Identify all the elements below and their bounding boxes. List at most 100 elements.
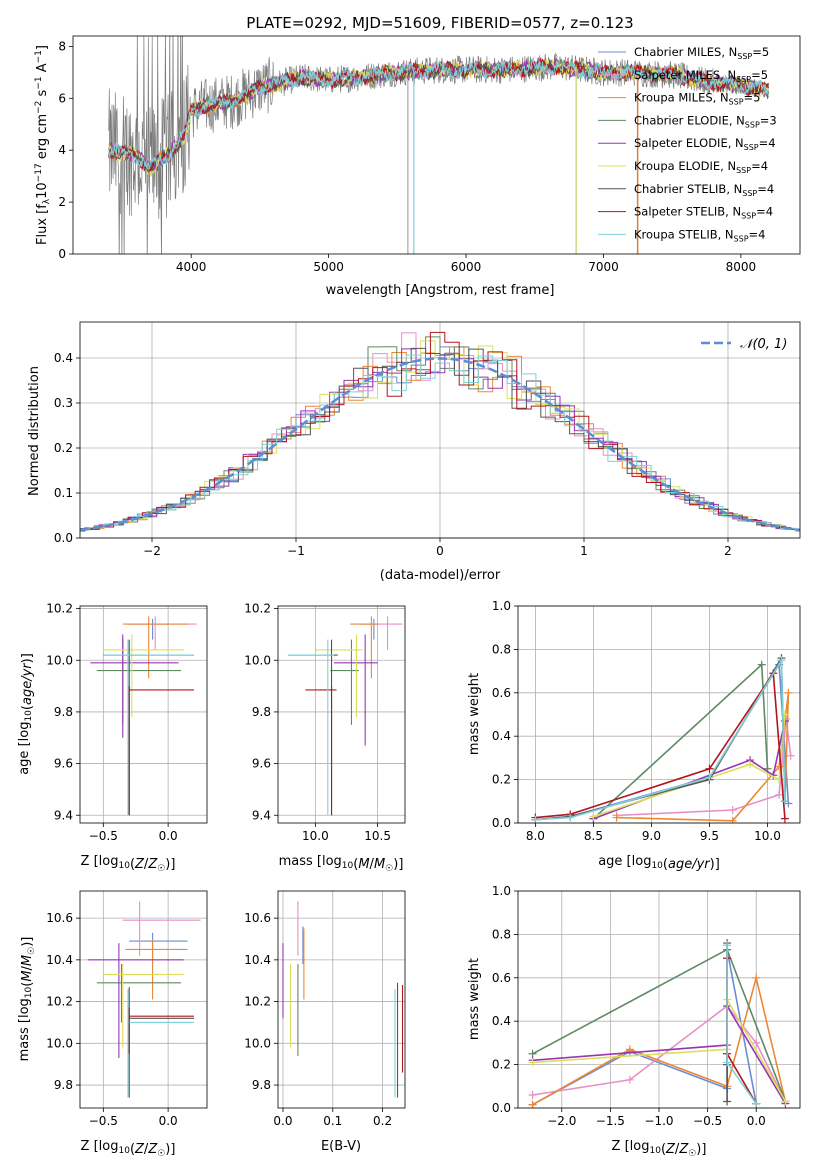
y-tick-label: 1.0 bbox=[492, 599, 511, 613]
x-tick-label: 9.0 bbox=[642, 829, 661, 843]
series-point bbox=[528, 1058, 537, 1067]
errorbar-kroupa-elodie bbox=[315, 634, 363, 718]
x-tick-label: −1.0 bbox=[644, 1114, 673, 1128]
axes-frame bbox=[79, 605, 208, 824]
y-axis-label: age [log10(age/yr)] bbox=[17, 653, 35, 775]
x-tick-label: 10.5 bbox=[364, 829, 391, 843]
x-tick-label: 1 bbox=[580, 544, 588, 558]
plot-area bbox=[531, 654, 795, 823]
legend-label: Kroupa ELODIE, NSSP=4 bbox=[634, 159, 768, 175]
errorbar-kroupa-miles bbox=[122, 616, 188, 679]
errorbar-salpeter-miles bbox=[122, 901, 201, 956]
errorbar-kroupa-elodie bbox=[103, 634, 184, 718]
y-tick-label: 0.2 bbox=[492, 1058, 511, 1072]
x-tick-label: 8000 bbox=[726, 260, 757, 274]
plot-area bbox=[90, 616, 197, 816]
errorbar-kroupa-miles bbox=[350, 616, 378, 679]
series-point bbox=[780, 797, 789, 806]
y-tick-label: 10.0 bbox=[244, 1036, 271, 1050]
panel-weight-vs-age: 8.0 8.5 9.0 9.5 10.0 0.0 0.2 0.4 0.6 0.8 1.0 bbox=[492, 599, 801, 843]
y-tick-label: 0 bbox=[58, 247, 66, 261]
panel-mass-vs-Z: −0.5 0.0 9.8 10.0 10.2 10.4 10.6 bbox=[46, 890, 208, 1128]
errorbar-chabrier-elodie bbox=[96, 964, 182, 1023]
series-point bbox=[746, 760, 755, 769]
x-tick-label: 7000 bbox=[588, 260, 619, 274]
series-point bbox=[531, 815, 540, 823]
x-axis-label: Z [log10(Z/Z☉)] bbox=[81, 1139, 176, 1159]
y-tick-label: 1.0 bbox=[492, 884, 511, 898]
x-tick-label: −1 bbox=[287, 544, 305, 558]
x-tick-label: 6000 bbox=[451, 260, 482, 274]
y-tick-label: 0.2 bbox=[492, 773, 511, 787]
y-axis-label: mass weight bbox=[467, 673, 482, 755]
x-tick-label: −0.5 bbox=[693, 1114, 722, 1128]
series-chabrier-miles bbox=[528, 945, 761, 1108]
data-spectrum-line bbox=[108, 36, 769, 254]
series-point bbox=[752, 1038, 761, 1047]
legend-label: Salpeter ELODIE, NSSP=4 bbox=[634, 136, 776, 152]
x-tick-label: 0.1 bbox=[323, 1114, 342, 1128]
x-tick-label: −0.5 bbox=[89, 829, 118, 843]
y-tick-label: 9.8 bbox=[252, 705, 271, 719]
x-axis-label: wavelength [Angstrom, rest frame] bbox=[326, 283, 555, 298]
histogram-salpeter-stelib bbox=[80, 331, 800, 532]
x-tick-label: 0.0 bbox=[747, 1114, 766, 1128]
axes-frame bbox=[79, 890, 208, 1109]
axes-frame bbox=[72, 35, 801, 255]
series-point bbox=[705, 764, 714, 773]
x-tick-label: 4000 bbox=[176, 260, 207, 274]
y-tick-label: 0.0 bbox=[492, 1101, 511, 1115]
x-tick-label: 9.5 bbox=[700, 829, 719, 843]
y-tick-label: 0.8 bbox=[492, 927, 511, 941]
errorbar-chabrier-stelib bbox=[287, 639, 338, 816]
series-point bbox=[566, 813, 575, 822]
panel-residuals: −2 −1 0 1 2 0.0 0.1 0.2 0.3 0.4 𝒩(0, 1) bbox=[54, 321, 801, 558]
plot-area bbox=[528, 939, 790, 1108]
x-axis-label: mass [log10(M/M☉)] bbox=[279, 854, 404, 874]
y-tick-label: 10.0 bbox=[46, 653, 73, 667]
legend-label: Salpeter STELIB, NSSP=4 bbox=[634, 205, 773, 221]
errorbar-chabrier-stelib bbox=[128, 986, 195, 1098]
model-line-chabrier-stelib bbox=[108, 59, 769, 174]
y-tick-label: 9.8 bbox=[252, 1078, 271, 1092]
series-point bbox=[775, 762, 784, 771]
y-tick-label: 6 bbox=[58, 91, 66, 105]
series-point bbox=[777, 656, 786, 665]
series-line bbox=[616, 692, 790, 822]
legend-label: 𝒩(0, 1) bbox=[740, 337, 787, 352]
plot-area bbox=[282, 901, 404, 1098]
series-point bbox=[528, 1100, 537, 1108]
panel-spectrum: 4000 5000 6000 7000 8000 0 2 4 6 8 Chabrier MILES,… bbox=[58, 35, 801, 274]
errorbar-salpeter-stelib bbox=[128, 1007, 195, 1054]
errorbar-kroupa-stelib bbox=[103, 639, 195, 816]
x-tick-label: 10.0 bbox=[302, 829, 329, 843]
errorbar-salpeter-elodie bbox=[334, 634, 378, 746]
series-line bbox=[535, 655, 786, 821]
series-line bbox=[532, 949, 757, 1106]
y-tick-label: 9.4 bbox=[54, 808, 73, 822]
series-line bbox=[593, 714, 786, 818]
x-axis-label: age [log10(age/yr)] bbox=[598, 854, 720, 872]
y-tick-label: 10.2 bbox=[244, 602, 271, 616]
series-line bbox=[535, 670, 786, 819]
series-kroupa-stelib bbox=[723, 941, 761, 1108]
y-tick-label: 10.4 bbox=[244, 953, 271, 967]
series-point bbox=[612, 813, 621, 822]
x-axis-label: Z [log10(Z/Z☉)] bbox=[612, 1139, 707, 1159]
y-tick-label: 9.6 bbox=[252, 757, 271, 771]
y-tick-label: 10.0 bbox=[46, 1036, 73, 1050]
x-tick-label: 0.0 bbox=[159, 1114, 178, 1128]
series-point bbox=[780, 814, 789, 823]
panel-mass-vs-ebv: 0.0 0.1 0.2 9.8 10.0 10.2 10.4 10.6 bbox=[244, 890, 406, 1128]
x-axis-label: Z [log10(Z/Z☉)] bbox=[81, 854, 176, 874]
errorbar-kroupa-stelib bbox=[127, 989, 195, 1098]
errorbar-kroupa-elodie bbox=[103, 964, 184, 1048]
series-kroupa-elodie bbox=[589, 710, 789, 821]
series-kroupa-stelib bbox=[531, 656, 789, 823]
y-tick-label: 10.2 bbox=[46, 995, 73, 1009]
legend-label: Chabrier ELODIE, NSSP=3 bbox=[634, 113, 777, 129]
y-tick-label: 9.4 bbox=[252, 808, 271, 822]
y-tick-label: 10.4 bbox=[46, 953, 73, 967]
series-line bbox=[535, 657, 786, 821]
series-point bbox=[723, 1097, 732, 1106]
